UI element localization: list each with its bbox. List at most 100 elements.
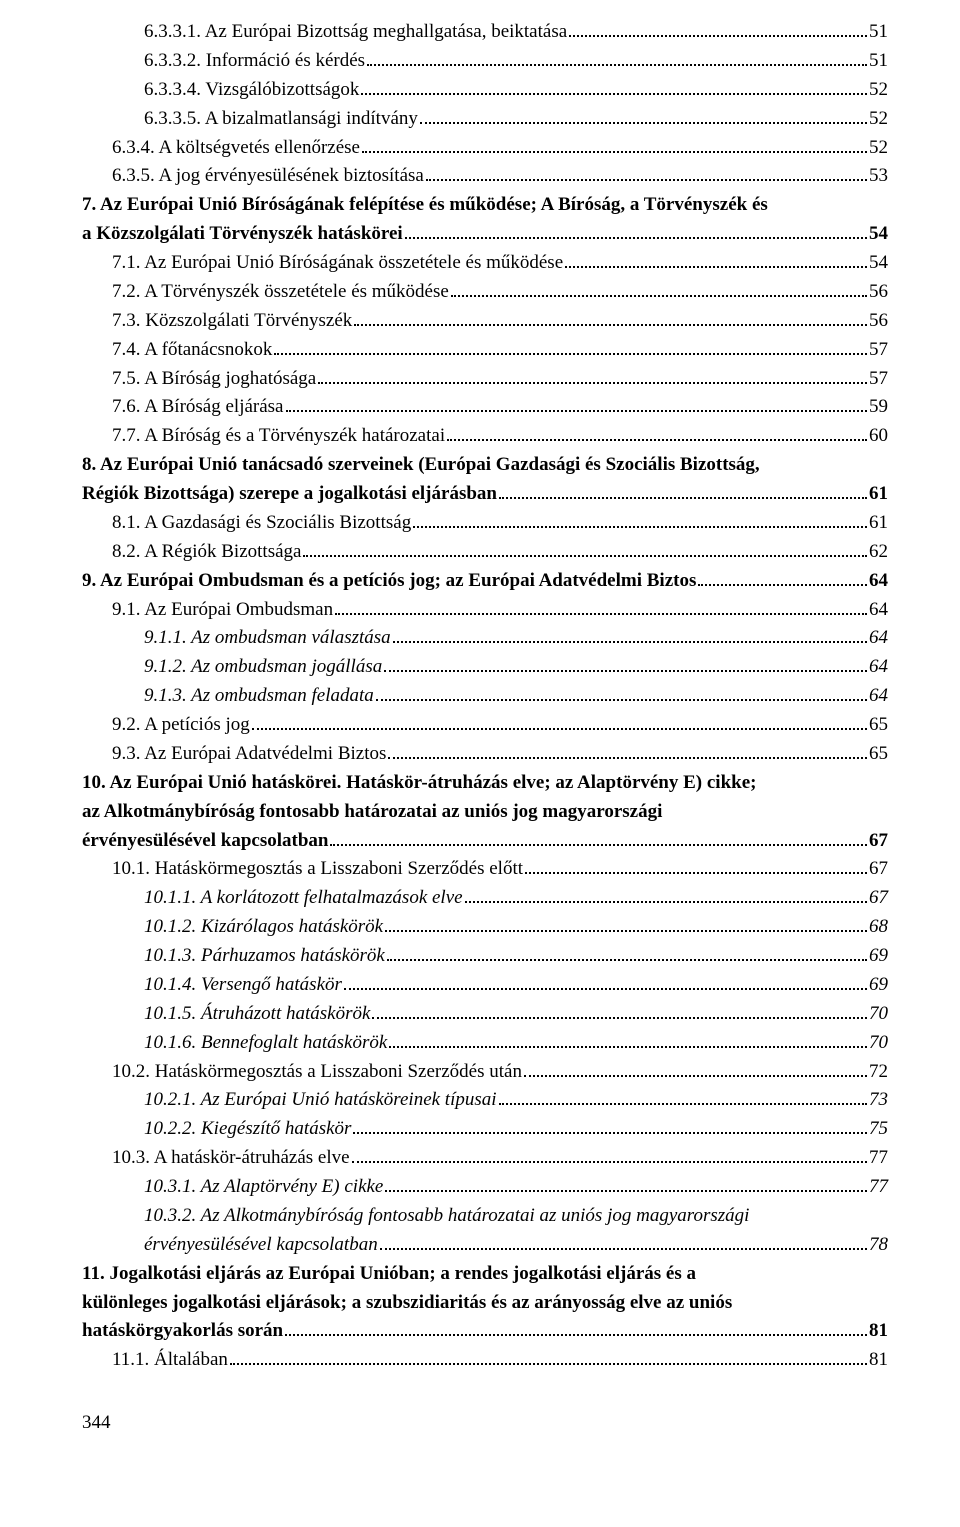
toc-leader <box>362 151 867 153</box>
toc-page-number: 72 <box>869 1058 888 1087</box>
toc-line: különleges jogalkotási eljárások; a szub… <box>82 1289 888 1318</box>
toc-label: 9.1.1. Az ombudsman választása <box>144 624 391 653</box>
toc-label: 6.3.5. A jog érvényesülésének biztosítás… <box>112 162 424 191</box>
toc-entry: 10.1. Hatáskörmegosztás a Lisszaboni Sze… <box>82 855 888 884</box>
toc-line: Régiók Bizottsága) szerepe a jogalkotási… <box>82 480 888 509</box>
toc-entry: 10.1.4. Versengő hatáskör69 <box>82 971 888 1000</box>
toc-page-number: 65 <box>869 740 888 769</box>
toc-label: 6.3.3.2. Információ és kérdés <box>144 47 365 76</box>
toc-entry: 10.3.2. Az Alkotmánybíróság fontosabb ha… <box>82 1202 888 1260</box>
toc-line: az Alkotmánybíróság fontosabb határozata… <box>82 798 888 827</box>
toc-line: 9.1.1. Az ombudsman választása64 <box>144 624 888 653</box>
toc-line: 6.3.3.5. A bizalmatlansági indítvány 52 <box>144 105 888 134</box>
toc-label: 10.1.5. Átruházott hatáskörök <box>144 1000 370 1029</box>
toc-leader <box>524 1075 867 1077</box>
toc-label: 10.1.3. Párhuzamos hatáskörök <box>144 942 385 971</box>
toc-entry: 10.3. A hatáskör-átruházás elve77 <box>82 1144 888 1173</box>
toc-entry: 10.1.3. Párhuzamos hatáskörök69 <box>82 942 888 971</box>
toc-leader <box>451 295 867 297</box>
toc-page-number: 57 <box>869 336 888 365</box>
toc-entry: 7.5. A Bíróság joghatósága57 <box>82 365 888 394</box>
toc-line: 8.1. A Gazdasági és Szociális Bizottság6… <box>112 509 888 538</box>
toc-label: 10.1.2. Kizárólagos hatáskörök <box>144 913 383 942</box>
toc-label: Régiók Bizottsága) szerepe a jogalkotási… <box>82 480 497 509</box>
toc-line: 7.5. A Bíróság joghatósága57 <box>112 365 888 394</box>
toc-entry: 7.2. A Törvényszék összetétele és működé… <box>82 278 888 307</box>
toc-line: 7.4. A főtanácsnokok57 <box>112 336 888 365</box>
toc-leader <box>385 1190 867 1192</box>
toc-page-number: 52 <box>869 105 888 134</box>
toc-entry: 9.2. A petíciós jog65 <box>82 711 888 740</box>
toc-entry: 7. Az Európai Unió Bíróságának felépítés… <box>82 191 888 249</box>
toc-entry: 6.3.5. A jog érvényesülésének biztosítás… <box>82 162 888 191</box>
toc-label: 7. Az Európai Unió Bíróságának felépítés… <box>82 191 768 220</box>
toc-leader <box>387 959 867 961</box>
toc-entry: 10.1.6. Bennefoglalt hatáskörök70 <box>82 1029 888 1058</box>
toc-entry: 8. Az Európai Unió tanácsadó szerveinek … <box>82 451 888 509</box>
toc-label: 10.2.1. Az Európai Unió hatásköreinek tí… <box>144 1086 497 1115</box>
toc-leader <box>352 1161 867 1163</box>
toc-label: különleges jogalkotási eljárások; a szub… <box>82 1289 732 1318</box>
toc-line: 10.1.1. A korlátozott felhatalmazások el… <box>144 884 888 913</box>
toc-entry: 10.1.5. Átruházott hatáskörök 70 <box>82 1000 888 1029</box>
toc-label: 9.3. Az Európai Adatvédelmi Biztos <box>112 740 386 769</box>
toc-leader <box>252 728 867 730</box>
toc-page-number: 51 <box>869 18 888 47</box>
toc-line: hatáskörgyakorlás során81 <box>82 1317 888 1346</box>
toc-page-number: 77 <box>869 1173 888 1202</box>
toc-label: 10.3.1. Az Alaptörvény E) cikke <box>144 1173 383 1202</box>
toc-entry: 9.1. Az Európai Ombudsman64 <box>82 596 888 625</box>
toc-label: hatáskörgyakorlás során <box>82 1317 283 1346</box>
toc-list: 6.3.3.1. Az Európai Bizottság meghallgat… <box>82 18 888 1375</box>
toc-leader <box>353 1132 867 1134</box>
toc-leader <box>335 613 867 615</box>
toc-line: 10.3. A hatáskör-átruházás elve77 <box>112 1144 888 1173</box>
toc-page-number: 81 <box>869 1346 888 1375</box>
toc-leader <box>380 1248 867 1250</box>
toc-leader <box>286 410 868 412</box>
toc-page-number: 52 <box>869 134 888 163</box>
toc-line: 8.2. A Régiók Bizottsága62 <box>112 538 888 567</box>
toc-line: 11. Jogalkotási eljárás az Európai Uniób… <box>82 1260 888 1289</box>
toc-label: 10.1.6. Bennefoglalt hatáskörök <box>144 1029 387 1058</box>
toc-line: 9.3. Az Európai Adatvédelmi Biztos 65 <box>112 740 888 769</box>
toc-line: 10.3.2. Az Alkotmánybíróság fontosabb ha… <box>144 1202 888 1231</box>
toc-page-number: 61 <box>869 509 888 538</box>
toc-entry: 10.2.1. Az Európai Unió hatásköreinek tí… <box>82 1086 888 1115</box>
toc-line: 8. Az Európai Unió tanácsadó szerveinek … <box>82 451 888 480</box>
toc-entry: 8.1. A Gazdasági és Szociális Bizottság6… <box>82 509 888 538</box>
toc-leader <box>388 757 867 759</box>
toc-page-number: 64 <box>869 567 888 596</box>
toc-page-number: 61 <box>869 480 888 509</box>
toc-page-number: 77 <box>869 1144 888 1173</box>
toc-label: 10.1. Hatáskörmegosztás a Lisszaboni Sze… <box>112 855 523 884</box>
toc-entry: 9. Az Európai Ombudsman és a petíciós jo… <box>82 567 888 596</box>
toc-entry: 10.1.2. Kizárólagos hatáskörök68 <box>82 913 888 942</box>
toc-label: érvényesülésével kapcsolatban <box>144 1231 378 1260</box>
toc-leader <box>385 930 867 932</box>
toc-page-number: 52 <box>869 76 888 105</box>
toc-line: 7. Az Európai Unió Bíróságának felépítés… <box>82 191 888 220</box>
toc-entry: 6.3.3.4. Vizsgálóbizottságok 52 <box>82 76 888 105</box>
toc-entry: 7.4. A főtanácsnokok57 <box>82 336 888 365</box>
toc-page-number: 54 <box>869 249 888 278</box>
toc-page-number: 67 <box>869 827 888 856</box>
toc-leader <box>565 266 867 268</box>
toc-label: 11. Jogalkotási eljárás az Európai Uniób… <box>82 1260 696 1289</box>
toc-line: 10.2.1. Az Európai Unió hatásköreinek tí… <box>144 1086 888 1115</box>
toc-label: 10.2. Hatáskörmegosztás a Lisszaboni Sze… <box>112 1058 522 1087</box>
toc-page-number: 70 <box>869 1000 888 1029</box>
toc-entry: 9.3. Az Európai Adatvédelmi Biztos 65 <box>82 740 888 769</box>
toc-entry: 6.3.3.5. A bizalmatlansági indítvány 52 <box>82 105 888 134</box>
toc-page: 6.3.3.1. Az Európai Bizottság meghallgat… <box>0 0 960 1456</box>
toc-leader <box>447 439 867 441</box>
toc-label: 8.2. A Régiók Bizottsága <box>112 538 301 567</box>
toc-line: 7.7. A Bíróság és a Törvényszék határoza… <box>112 422 888 451</box>
toc-line: 6.3.3.4. Vizsgálóbizottságok 52 <box>144 76 888 105</box>
toc-label: 6.3.3.5. A bizalmatlansági indítvány <box>144 105 418 134</box>
toc-entry: 7.7. A Bíróság és a Törvényszék határoza… <box>82 422 888 451</box>
toc-label: 9.1.3. Az ombudsman feladata <box>144 682 374 711</box>
toc-line: 6.3.3.1. Az Európai Bizottság meghallgat… <box>144 18 888 47</box>
toc-page-number: 75 <box>869 1115 888 1144</box>
toc-label: 6.3.3.4. Vizsgálóbizottságok <box>144 76 359 105</box>
